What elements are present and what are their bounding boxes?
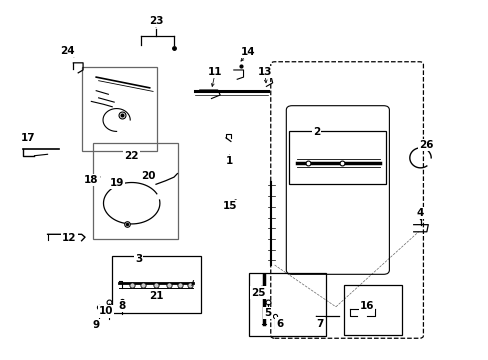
Text: 10: 10 [99,306,113,316]
Text: 21: 21 [148,291,163,301]
Text: 24: 24 [60,46,74,56]
Text: 17: 17 [21,133,35,143]
Bar [93,143,178,239]
Bar [288,131,385,184]
Text: 8: 8 [118,301,125,311]
Text: 18: 18 [84,175,99,185]
Text: 14: 14 [241,47,255,57]
Text: 19: 19 [110,178,124,188]
Text: 16: 16 [359,301,373,311]
Bar [344,285,401,336]
Text: 26: 26 [419,140,433,150]
Text: 7: 7 [316,319,323,329]
Text: 23: 23 [148,16,163,26]
Text: 2: 2 [312,127,320,137]
Text: 9: 9 [92,320,100,330]
Bar [112,256,201,313]
Text: 6: 6 [275,319,283,329]
Bar [81,67,157,151]
Text: 13: 13 [257,67,272,77]
Text: 3: 3 [135,254,142,264]
Text: 25: 25 [250,288,265,297]
Text: 1: 1 [226,157,233,166]
Text: 15: 15 [222,201,237,211]
Text: 5: 5 [264,308,271,318]
Text: 20: 20 [141,171,155,181]
Bar [249,273,325,337]
Text: 11: 11 [208,67,222,77]
Text: 22: 22 [124,151,139,161]
Text: 4: 4 [416,208,423,218]
Text: 12: 12 [62,233,77,243]
